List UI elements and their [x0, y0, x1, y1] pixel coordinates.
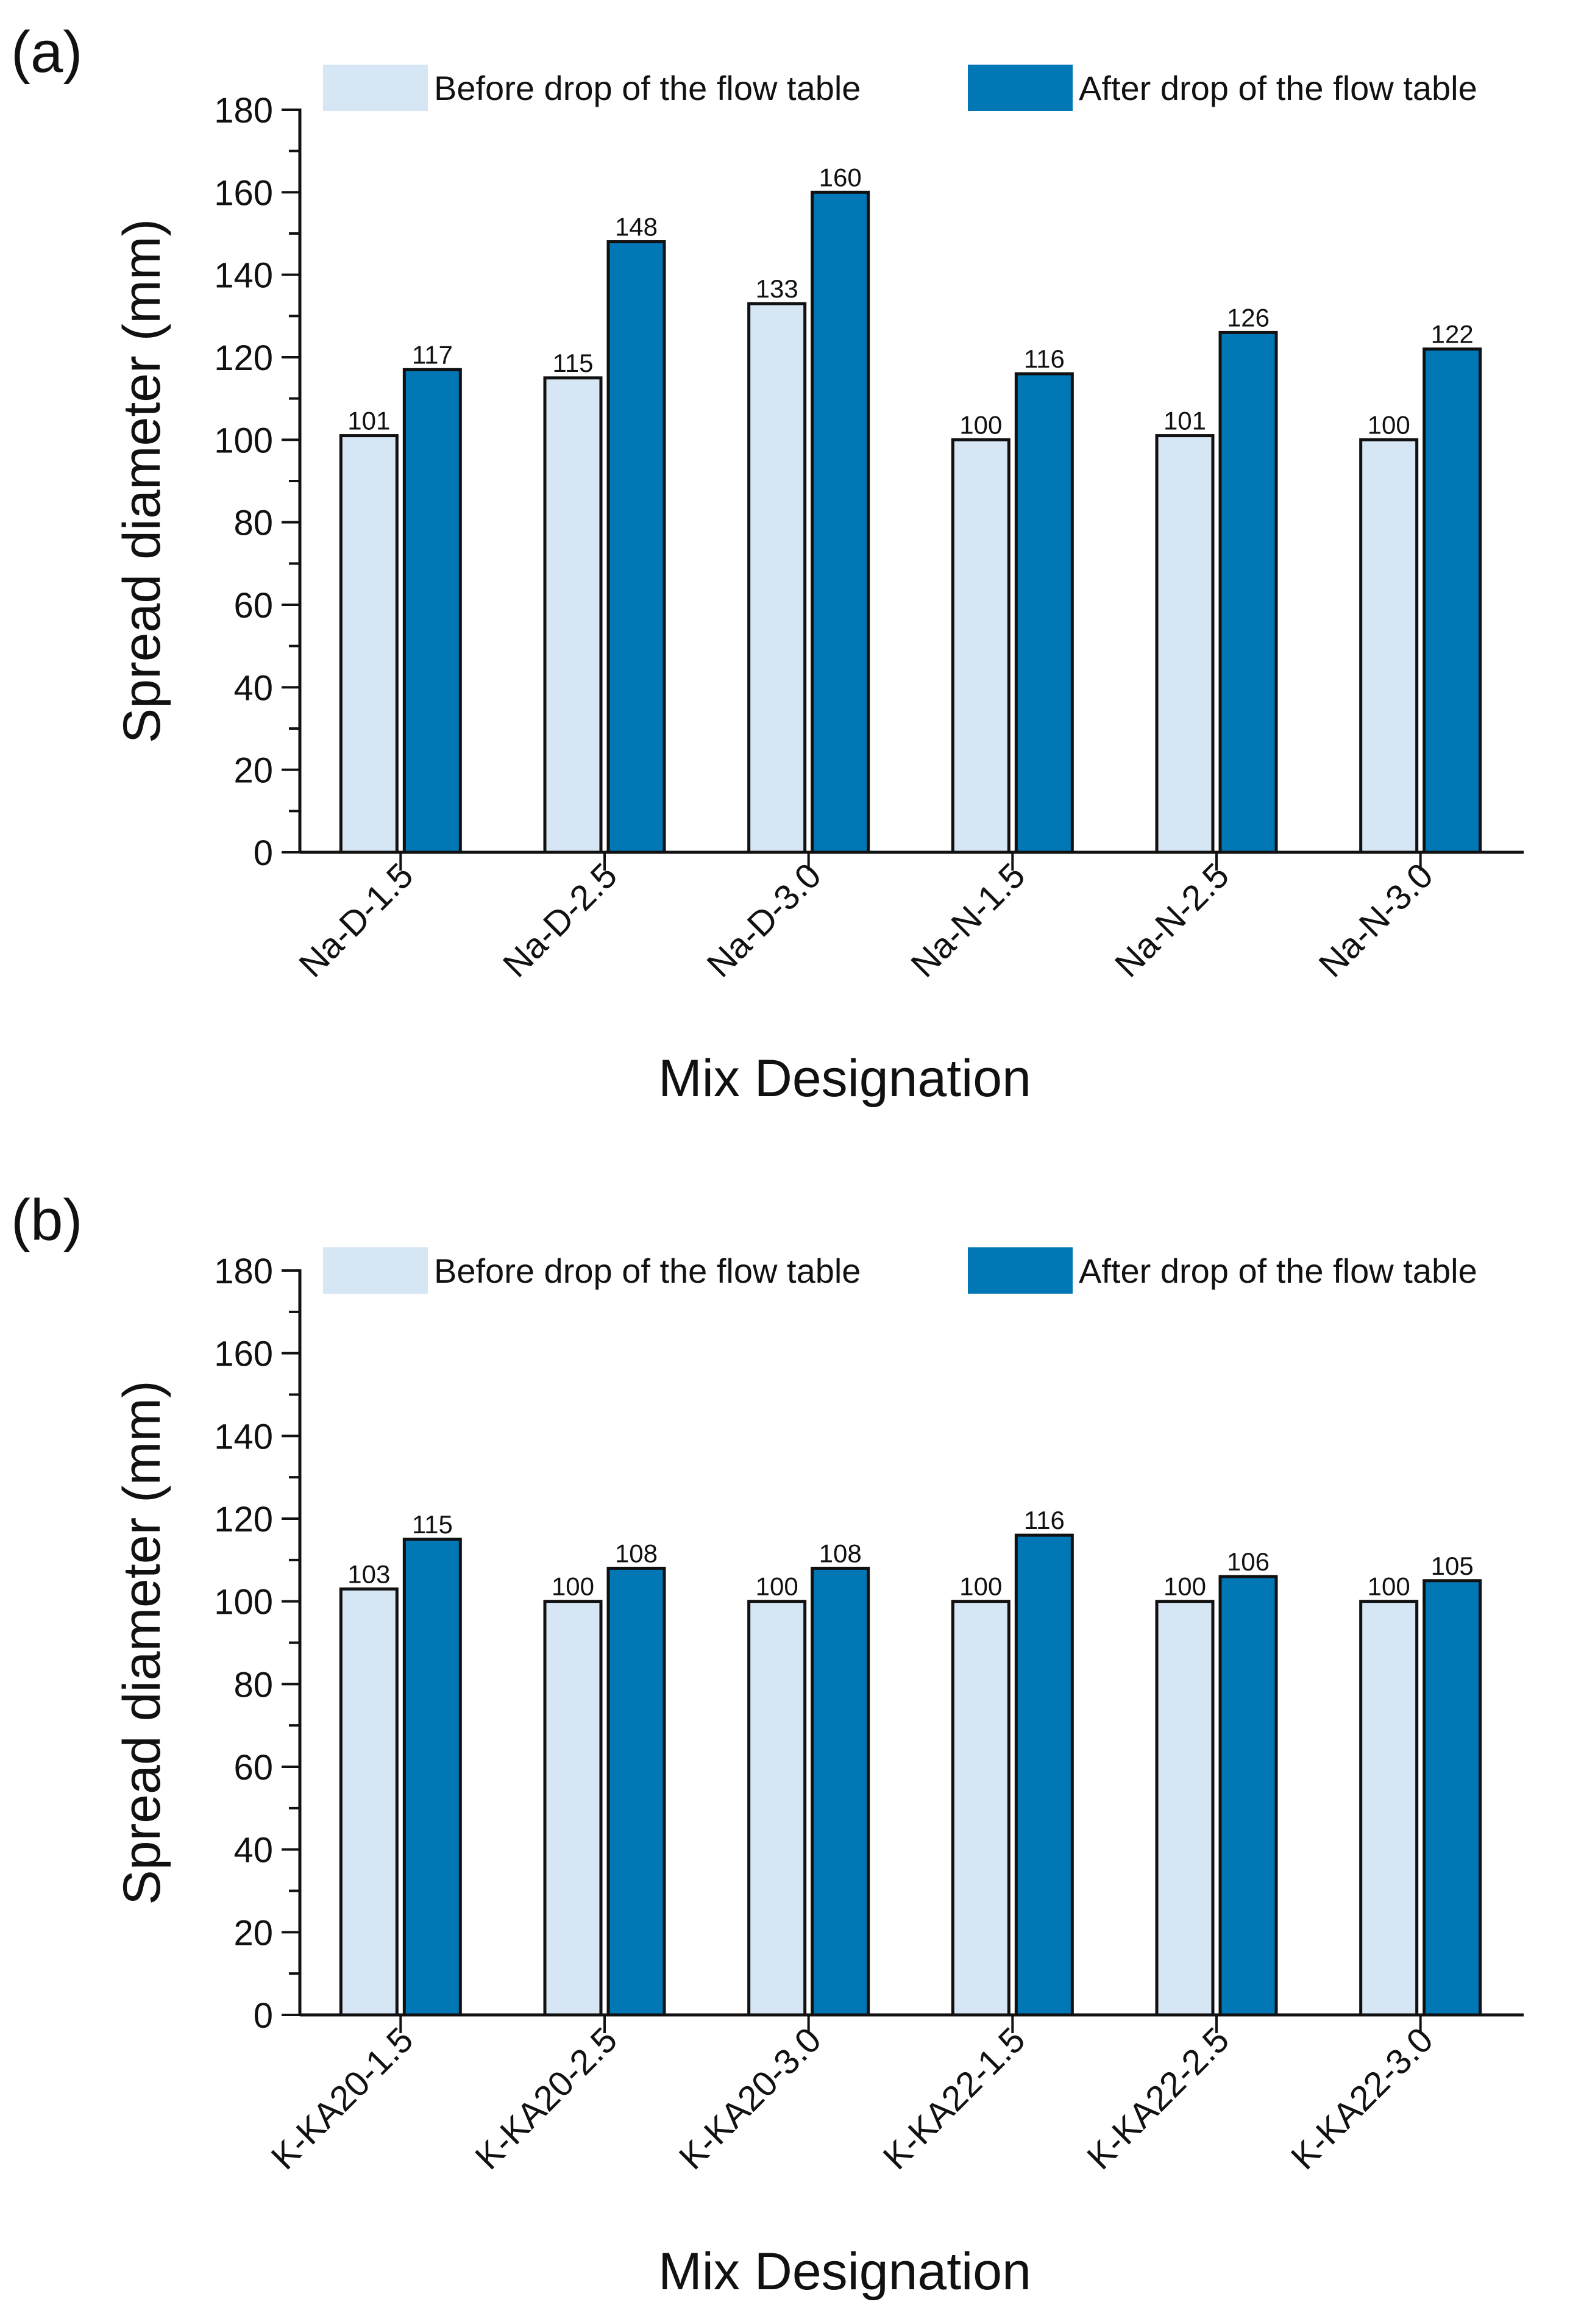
bar-after [606, 1566, 666, 2017]
y-tick-label: 180 [214, 1252, 273, 1291]
y-tick-label: 160 [214, 173, 273, 213]
x-category-label: Na-N-2.5 [1107, 855, 1237, 985]
data-label: 101 [1163, 407, 1206, 435]
bar-after [1014, 1533, 1074, 2017]
chart-panel-a: (a) 0 20 40 60 80 100 120 140 160 180 Spread diamet… [11, 20, 1524, 1108]
bar-before [1155, 434, 1215, 854]
legend-label-before: Before drop of the flow table [434, 69, 861, 107]
panel-label: (a) [11, 20, 82, 85]
legend-swatch-before [323, 65, 428, 111]
y-tick-label: 180 [214, 91, 273, 130]
data-label: 117 [412, 340, 453, 369]
x-category-label: K-KA22-1.5 [876, 2020, 1033, 2177]
y-tick-label: 100 [214, 421, 273, 460]
data-label: 116 [1024, 344, 1065, 373]
legend-swatch-after [968, 1247, 1073, 1294]
data-label: 122 [1431, 319, 1474, 348]
data-label: 103 [347, 1559, 390, 1588]
bar-before [951, 438, 1011, 854]
y-tick-label: 80 [233, 504, 273, 543]
data-label: 115 [412, 1510, 453, 1539]
bar-after [811, 1566, 870, 2017]
bar-after [811, 190, 870, 854]
data-label: 100 [1368, 410, 1410, 439]
data-label: 106 [1227, 1547, 1270, 1576]
legend-label-after: After drop of the flow table [1079, 69, 1477, 107]
y-axis-title: Spread diameter (mm) [113, 219, 171, 743]
chart-panel-b: (b) 0 20 40 60 80 100 120 140 160 180 Spread diamet… [11, 1188, 1524, 2301]
data-label: 100 [1163, 1572, 1206, 1601]
x-category-label: K-KA20-2.5 [467, 2020, 625, 2177]
legend-swatch-before [323, 1247, 428, 1294]
data-label: 108 [819, 1539, 862, 1567]
bar-after [1014, 372, 1074, 854]
y-axis-title: Spread diameter (mm) [113, 1380, 171, 1905]
bar-before [747, 302, 807, 854]
legend-label-after: After drop of the flow table [1079, 1252, 1477, 1290]
legend-label-before: Before drop of the flow table [434, 1252, 861, 1290]
data-label: 160 [819, 163, 862, 191]
y-tick-label: 20 [233, 751, 273, 791]
y-tick-label: 40 [233, 668, 273, 708]
data-label: 148 [615, 213, 658, 241]
y-tick-label: 0 [254, 1996, 273, 2036]
x-category-label: K-KA22-2.5 [1079, 2020, 1237, 2177]
data-label: 101 [347, 407, 390, 435]
y-tick-label: 0 [254, 833, 273, 873]
bar-before [1359, 1600, 1419, 2017]
data-label: 100 [552, 1572, 594, 1601]
bar-before [1155, 1600, 1215, 2017]
bar-before [339, 434, 399, 854]
bar-before [1359, 438, 1419, 854]
y-tick-label: 60 [233, 586, 273, 626]
legend-swatch-after [968, 65, 1073, 111]
x-category-label: K-KA20-1.5 [264, 2020, 421, 2177]
x-category-label: Na-D-2.5 [496, 855, 625, 985]
y-tick-label: 100 [214, 1583, 273, 1622]
bar-after [606, 240, 666, 854]
y-tick-label: 20 [233, 1913, 273, 1953]
bar-before [543, 376, 603, 854]
data-label: 133 [756, 274, 798, 303]
x-category-label: Na-N-1.5 [903, 855, 1032, 985]
data-label: 126 [1227, 303, 1270, 332]
data-label: 100 [959, 410, 1002, 439]
bar-after [1218, 1575, 1278, 2017]
y-tick-label: 120 [214, 1500, 273, 1539]
bar-after [1423, 1579, 1482, 2017]
y-tick-label: 160 [214, 1335, 273, 1374]
y-tick-label: 140 [214, 1417, 273, 1456]
x-category-label: Na-D-3.0 [700, 855, 829, 985]
y-tick-label: 60 [233, 1748, 273, 1788]
bar-before [543, 1600, 603, 2017]
x-category-label: K-KA20-3.0 [672, 2020, 829, 2177]
bar-before [951, 1600, 1011, 2017]
x-category-label: K-KA22-3.0 [1284, 2020, 1441, 2177]
bar-after [1218, 330, 1278, 854]
y-tick-label: 140 [214, 256, 273, 296]
data-label: 115 [553, 349, 594, 377]
bar-after [402, 368, 462, 854]
y-tick-label: 120 [214, 338, 273, 378]
x-category-label: Na-N-3.0 [1312, 855, 1441, 985]
data-label: 100 [1368, 1572, 1410, 1601]
bar-before [747, 1600, 807, 2017]
panel-label: (b) [11, 1188, 82, 1253]
x-axis-title: Mix Designation [658, 1049, 1031, 1108]
x-category-label: Na-D-1.5 [291, 855, 421, 985]
data-label: 100 [959, 1572, 1002, 1601]
data-label: 108 [615, 1539, 658, 1567]
bar-before [339, 1587, 399, 2017]
data-label: 100 [756, 1572, 798, 1601]
y-tick-label: 80 [233, 1665, 273, 1705]
data-label: 105 [1431, 1552, 1474, 1580]
bar-after [402, 1538, 462, 2017]
data-label: 116 [1024, 1506, 1065, 1534]
y-tick-label: 40 [233, 1831, 273, 1870]
x-axis-title: Mix Designation [658, 2242, 1031, 2301]
bar-after [1423, 347, 1482, 854]
